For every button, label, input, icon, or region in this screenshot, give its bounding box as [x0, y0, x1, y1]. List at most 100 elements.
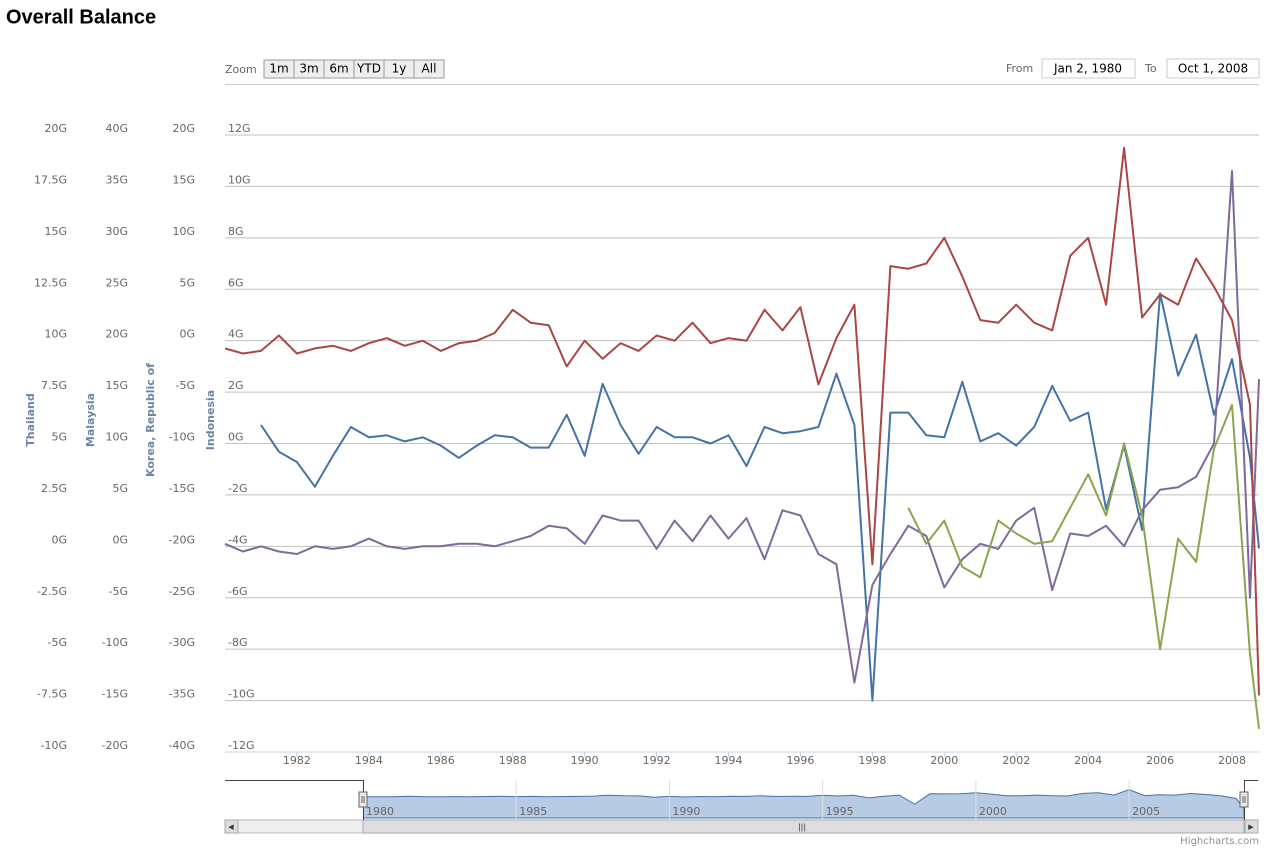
y-tick-label: 17.5G — [34, 173, 67, 186]
x-tick-label: 2006 — [1146, 754, 1174, 767]
y-tick-label: 20G — [172, 122, 195, 135]
x-tick-label: 1998 — [858, 754, 886, 767]
x-tick-label: 2000 — [930, 754, 958, 767]
navigator-handle[interactable] — [1239, 791, 1249, 808]
y-tick-label: -20G — [102, 739, 129, 752]
y-tick-label: 0G — [179, 328, 195, 341]
y-tick-label: -30G — [169, 636, 196, 649]
y-tick-label: -12G — [228, 739, 255, 752]
zoom-button-label[interactable]: 1m — [269, 62, 288, 76]
to-label: To — [1144, 62, 1157, 75]
y-tick-label: -5G — [109, 585, 129, 598]
zoom-buttons: 1m 3m 6m YTD 1y All — [263, 59, 445, 79]
y-tick-label: 40G — [105, 122, 128, 135]
y-tick-label: -8G — [228, 636, 248, 649]
y-tick-label: 0G — [228, 431, 244, 444]
y-tick-label: -2G — [228, 482, 248, 495]
navigator-handle[interactable] — [358, 791, 368, 808]
y-tick-label: 10G — [172, 225, 195, 238]
scrollbar-thumb[interactable] — [362, 819, 1245, 834]
axis-title: Thailand — [24, 393, 37, 446]
axis-title: Korea, Republic of — [144, 363, 157, 477]
navigator-label: 1995 — [826, 805, 854, 818]
to-value[interactable]: Oct 1, 2008 — [1178, 62, 1248, 76]
zoom-button-label[interactable]: 3m — [299, 62, 318, 76]
zoom-button-box[interactable] — [413, 59, 445, 79]
series-line — [907, 403, 1260, 730]
y-tick-label: -10G — [102, 636, 129, 649]
y-tick-label: -6G — [228, 585, 248, 598]
x-tick-label: 2008 — [1218, 754, 1246, 767]
to-input[interactable]: Oct 1, 2008 — [1166, 58, 1260, 79]
zoom-button[interactable]: 3m — [293, 59, 325, 79]
y-tick-label: 35G — [105, 173, 128, 186]
y-tick-label: 30G — [105, 225, 128, 238]
x-tick-label: 1986 — [427, 754, 455, 767]
y-tick-label: 8G — [228, 225, 244, 238]
series-line — [224, 146, 1260, 696]
from-input[interactable]: Jan 2, 1980 — [1041, 58, 1136, 79]
scrollbar-grip: ||| — [798, 823, 806, 832]
from-value[interactable]: Jan 2, 1980 — [1053, 62, 1122, 76]
y-tick-label: -10G — [169, 431, 196, 444]
y-tick-label: 2.5G — [41, 482, 67, 495]
y-tick-label: -35G — [169, 688, 196, 701]
x-tick-label: 1994 — [715, 754, 743, 767]
y-tick-label: 10G — [44, 328, 67, 341]
y-tick-label: 10G — [228, 173, 251, 186]
y-tick-label: 0G — [51, 533, 67, 546]
x-tick-label: 2002 — [1002, 754, 1030, 767]
y-tick-label: 7.5G — [41, 379, 67, 392]
axis-title: Indonesia — [204, 390, 217, 450]
y-tick-label: 20G — [105, 328, 128, 341]
scroll-right[interactable] — [1244, 819, 1259, 834]
y-tick-label: 15G — [44, 225, 67, 238]
navigator-label: 2005 — [1132, 805, 1160, 818]
y-tick-label: -2.5G — [37, 585, 67, 598]
zoom-button[interactable]: 6m — [323, 59, 355, 79]
zoom-button-label[interactable]: YTD — [356, 62, 381, 76]
y-tick-label: -5G — [48, 636, 68, 649]
y-tick-label: 0G — [112, 533, 128, 546]
scroll-left-arrow: ◀ — [228, 823, 234, 831]
y-tick-label: 6G — [228, 276, 244, 289]
y-tick-label: -5G — [176, 379, 196, 392]
y-tick-label: -25G — [169, 585, 196, 598]
y-tick-label: 15G — [105, 379, 128, 392]
y-tick-label: -4G — [228, 533, 248, 546]
x-tick-label: 1988 — [499, 754, 527, 767]
zoom-button[interactable]: All — [413, 59, 445, 79]
x-tick-label: 1982 — [283, 754, 311, 767]
navigator-label: 1990 — [672, 805, 700, 818]
zoom-button[interactable]: YTD — [353, 59, 385, 79]
zoom-button[interactable]: 1m — [263, 59, 295, 79]
y-tick-label: -7.5G — [37, 688, 67, 701]
y-tick-label: 4G — [228, 328, 244, 341]
x-tick-label: 2004 — [1074, 754, 1102, 767]
zoom-button-label[interactable]: 6m — [329, 62, 348, 76]
y-tick-label: -10G — [228, 688, 255, 701]
y-tick-label: 12.5G — [34, 276, 67, 289]
y-tick-label: 5G — [51, 431, 67, 444]
from-box[interactable] — [1041, 58, 1136, 79]
zoom-button[interactable]: 1y — [383, 59, 415, 79]
from-label: From — [1006, 62, 1033, 75]
y-tick-label: 5G — [179, 276, 195, 289]
y-tick-label: -40G — [169, 739, 196, 752]
y-tick-label: 10G — [105, 431, 128, 444]
scroll-left[interactable] — [224, 819, 239, 834]
y-tick-label: 12G — [228, 122, 251, 135]
zoom-button-label[interactable]: All — [422, 62, 437, 76]
x-tick-label: 1984 — [355, 754, 383, 767]
zoom-label: Zoom — [225, 63, 257, 76]
navigator-label: 1980 — [366, 805, 394, 818]
y-tick-label: 25G — [105, 276, 128, 289]
y-tick-label: -10G — [41, 739, 68, 752]
chart-title: Overall Balance — [6, 6, 156, 28]
zoom-button-label[interactable]: 1y — [392, 62, 407, 76]
y-tick-label: -15G — [169, 482, 196, 495]
y-tick-label: -20G — [169, 533, 196, 546]
to-box[interactable] — [1166, 58, 1260, 79]
x-tick-label: 1990 — [571, 754, 599, 767]
